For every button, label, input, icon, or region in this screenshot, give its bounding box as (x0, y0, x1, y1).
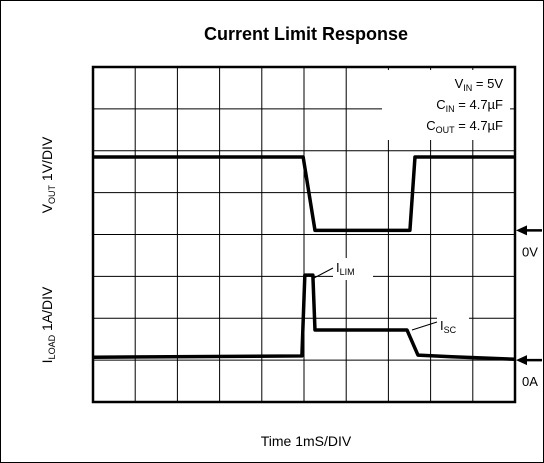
y-axis-label: VOUT 1V/DIV (39, 136, 57, 213)
x-axis-label: Time 1mS/DIV (261, 433, 352, 449)
text-main: I (440, 318, 444, 333)
text-rest: = 4.7µF (455, 118, 503, 133)
text-sub: IN (446, 104, 455, 114)
text-rest: 1A/DIV (39, 286, 55, 335)
conditions-box (382, 70, 510, 140)
text-rest: = 4.7µF (455, 97, 503, 112)
trace (92, 273, 516, 362)
text-main: C (436, 97, 445, 112)
marker-arrowhead (516, 355, 527, 366)
text-main: I (336, 260, 340, 275)
text-sub: LIM (340, 267, 355, 277)
plot-border (91, 65, 517, 404)
text-sub: OUT (436, 125, 456, 135)
text-sub: LOAD (47, 334, 57, 359)
text-main: V (455, 76, 464, 91)
marker-label: 0A (522, 374, 538, 389)
callout-text: ISC (440, 318, 457, 335)
text-rest: = 5V (472, 76, 503, 91)
text-main: C (426, 118, 435, 133)
chart-title: Current Limit Response (204, 24, 408, 44)
trace (93, 155, 515, 233)
condition-text: VIN = 5V (455, 76, 504, 93)
callout-text: ILIM (336, 260, 355, 277)
text-main: I (39, 359, 55, 363)
callout-leader (313, 267, 334, 279)
callout-bg (437, 316, 469, 338)
text-sub: SC (444, 325, 457, 335)
marker-arrowhead (516, 225, 527, 236)
text-sub: OUT (47, 184, 57, 204)
marker-label: 0V (522, 244, 538, 259)
callout-leader (411, 321, 438, 331)
text-sub: IN (463, 83, 472, 93)
text-rest: 1V/DIV (39, 136, 55, 185)
callout-bg (333, 258, 373, 280)
condition-text: CIN = 4.7µF (436, 97, 503, 114)
condition-text: COUT = 4.7µF (426, 118, 503, 135)
text-main: V (39, 203, 55, 213)
y-axis-label: ILOAD 1A/DIV (39, 286, 57, 363)
